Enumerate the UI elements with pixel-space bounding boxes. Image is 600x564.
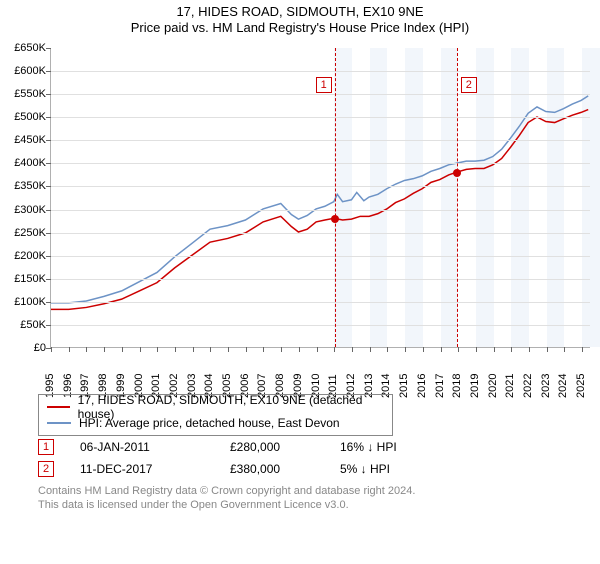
y-tick (46, 71, 51, 72)
gridline (51, 140, 590, 141)
x-axis-label: 2018 (451, 374, 463, 398)
legend-swatch (47, 406, 70, 408)
y-tick (46, 186, 51, 187)
footer-line1: Contains HM Land Registry data © Crown c… (38, 484, 578, 498)
x-axis-label: 2024 (557, 374, 569, 398)
y-axis-label: £450K (6, 134, 46, 146)
gridline (51, 233, 590, 234)
legend: 17, HIDES ROAD, SIDMOUTH, EX10 9NE (deta… (38, 394, 393, 436)
x-axis-label: 2017 (434, 374, 446, 398)
sale-delta: 16% ↓ HPI (340, 440, 460, 454)
y-tick (46, 210, 51, 211)
sale-id-box: 1 (38, 439, 54, 455)
y-tick (46, 279, 51, 280)
sale-marker-box: 2 (461, 77, 477, 93)
chart-subtitle: Price paid vs. HM Land Registry's House … (0, 20, 600, 35)
gridline (51, 186, 590, 187)
y-tick (46, 325, 51, 326)
x-axis-label: 2022 (522, 374, 534, 398)
y-axis-label: £300K (6, 204, 46, 216)
sale-price: £280,000 (230, 440, 340, 454)
y-axis-label: £350K (6, 180, 46, 192)
sale-delta: 5% ↓ HPI (340, 462, 460, 476)
x-axis-label: 2023 (540, 374, 552, 398)
sale-date: 11-DEC-2017 (80, 462, 230, 476)
legend-row: HPI: Average price, detached house, East… (47, 415, 384, 431)
sale-price: £380,000 (230, 462, 340, 476)
sale-row: 1 06-JAN-2011£280,00016% ↓ HPI (38, 436, 578, 458)
sales-table: 1 06-JAN-2011£280,00016% ↓ HPI 2 11-DEC-201… (38, 436, 578, 480)
sale-row: 2 11-DEC-2017£380,0005% ↓ HPI (38, 458, 578, 480)
sale-id-box: 2 (38, 461, 54, 477)
sale-marker-dot (331, 215, 339, 223)
gridline (51, 71, 590, 72)
y-tick (46, 117, 51, 118)
y-axis-label: £400K (6, 157, 46, 169)
y-axis-label: £500K (6, 111, 46, 123)
footer-attribution: Contains HM Land Registry data © Crown c… (38, 484, 578, 513)
y-tick (46, 140, 51, 141)
gridline (51, 210, 590, 211)
sale-marker-dot (453, 169, 461, 177)
y-tick (46, 94, 51, 95)
x-axis: 1995199619971998199920002001200220032004… (50, 350, 590, 386)
sale-date: 06-JAN-2011 (80, 440, 230, 454)
y-tick (46, 256, 51, 257)
legend-swatch (47, 422, 71, 424)
y-tick (46, 233, 51, 234)
footer-line2: This data is licensed under the Open Gov… (38, 498, 578, 512)
chart-title: 17, HIDES ROAD, SIDMOUTH, EX10 9NE (0, 4, 600, 19)
gridline (51, 256, 590, 257)
x-axis-label: 2019 (469, 374, 481, 398)
y-axis-label: £600K (6, 65, 46, 77)
y-axis-label: £550K (6, 88, 46, 100)
legend-label: HPI: Average price, detached house, East… (79, 416, 340, 430)
series-hpi (51, 96, 588, 303)
sale-marker-box: 1 (316, 77, 332, 93)
x-axis-label: 2015 (398, 374, 410, 398)
x-axis-label: 2025 (575, 374, 587, 398)
gridline (51, 163, 590, 164)
chart-container: 17, HIDES ROAD, SIDMOUTH, EX10 9NE Price… (0, 4, 600, 564)
y-tick (46, 302, 51, 303)
y-tick (46, 48, 51, 49)
gridline (51, 117, 590, 118)
x-axis-label: 2021 (504, 374, 516, 398)
y-tick (46, 163, 51, 164)
y-axis-label: £50K (6, 319, 46, 331)
sale-marker-line (335, 48, 336, 347)
plot-area: 12 (50, 48, 590, 348)
y-axis: £0£50K£100K£150K£200K£250K£300K£350K£400… (6, 48, 50, 348)
gridline (51, 325, 590, 326)
x-axis-label: 2020 (487, 374, 499, 398)
y-axis-label: £100K (6, 296, 46, 308)
legend-row: 17, HIDES ROAD, SIDMOUTH, EX10 9NE (deta… (47, 399, 384, 415)
y-axis-label: £200K (6, 250, 46, 262)
x-axis-label: 2016 (416, 374, 428, 398)
sale-marker-line (457, 48, 458, 347)
y-axis-label: £650K (6, 42, 46, 54)
gridline (51, 94, 590, 95)
y-axis-label: £0 (6, 342, 46, 354)
y-axis-label: £250K (6, 227, 46, 239)
chart-area: £0 £50K £100K £150K £200K £250K £300K £350K £400… (6, 48, 594, 388)
y-axis-label: £150K (6, 273, 46, 285)
gridline (51, 302, 590, 303)
gridline (51, 279, 590, 280)
